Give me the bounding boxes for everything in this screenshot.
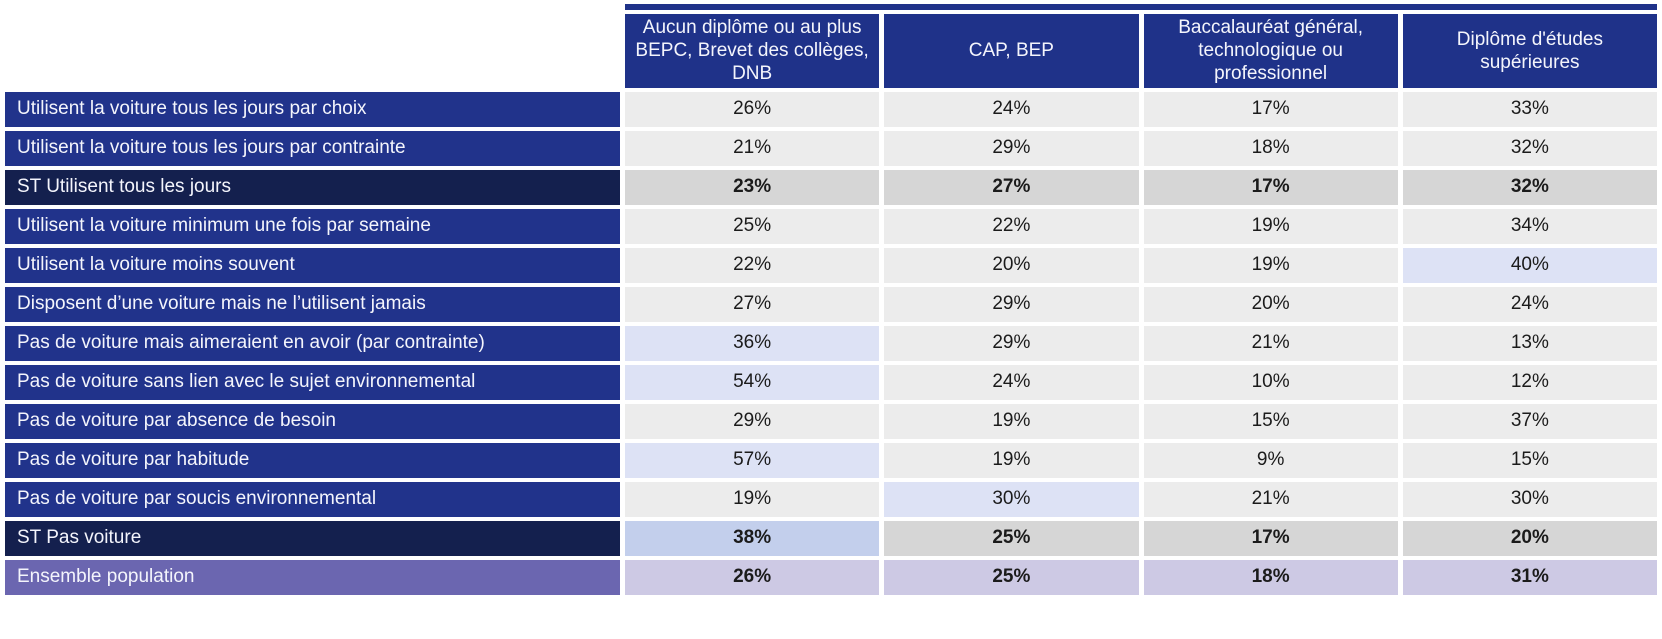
value-cell: 24% — [884, 91, 1139, 127]
value-cell: 21% — [1143, 481, 1398, 517]
value-cell: 29% — [625, 403, 880, 439]
value-cell: 31% — [1402, 559, 1657, 595]
value-cell: 19% — [884, 403, 1139, 439]
value-cell: 20% — [1143, 286, 1398, 322]
value-cell: 29% — [884, 325, 1139, 361]
table-top-border-row — [5, 4, 1657, 10]
table-row: Utilisent la voiture tous les jours par … — [5, 130, 1657, 166]
table-top-border — [625, 4, 1657, 10]
value-cell: 27% — [625, 286, 880, 322]
value-cell: 18% — [1143, 559, 1398, 595]
value-cell: 22% — [625, 247, 880, 283]
value-cell: 10% — [1143, 364, 1398, 400]
value-cell: 40% — [1402, 247, 1657, 283]
row-label: Pas de voiture mais aimeraient en avoir … — [5, 325, 620, 361]
value-cell: 30% — [884, 481, 1139, 517]
value-cell: 29% — [884, 130, 1139, 166]
value-cell: 37% — [1402, 403, 1657, 439]
row-label: Utilisent la voiture minimum une fois pa… — [5, 208, 620, 244]
table-row: Pas de voiture par habitude 57% 19% 9% 15% — [5, 442, 1657, 478]
value-cell: 32% — [1402, 169, 1657, 205]
value-cell: 26% — [625, 559, 880, 595]
table-row: ST Utilisent tous les jours 23% 27% 17% 32% — [5, 169, 1657, 205]
value-cell: 20% — [884, 247, 1139, 283]
value-cell: 38% — [625, 520, 880, 556]
value-cell: 33% — [1402, 91, 1657, 127]
table-row: ST Pas voiture 38% 25% 17% 20% — [5, 520, 1657, 556]
row-label: Pas de voiture par habitude — [5, 442, 620, 478]
value-cell: 19% — [1143, 208, 1398, 244]
table-header: Aucun diplôme ou au plus BEPC, Brevet de… — [5, 4, 1657, 88]
value-cell: 17% — [1143, 91, 1398, 127]
value-cell: 21% — [625, 130, 880, 166]
value-cell: 25% — [884, 520, 1139, 556]
value-cell: 21% — [1143, 325, 1398, 361]
value-cell: 34% — [1402, 208, 1657, 244]
survey-table: Aucun diplôme ou au plus BEPC, Brevet de… — [5, 4, 1657, 595]
value-cell: 29% — [884, 286, 1139, 322]
corner-spacer — [5, 14, 620, 88]
row-label: Pas de voiture par absence de besoin — [5, 403, 620, 439]
value-cell: 22% — [884, 208, 1139, 244]
row-label: Utilisent la voiture tous les jours par … — [5, 130, 620, 166]
value-cell: 30% — [1402, 481, 1657, 517]
topbar-spacer — [5, 4, 620, 10]
value-cell: 32% — [1402, 130, 1657, 166]
column-header: Aucun diplôme ou au plus BEPC, Brevet de… — [625, 14, 880, 88]
row-label: ST Pas voiture — [5, 520, 620, 556]
value-cell: 17% — [1143, 169, 1398, 205]
value-cell: 9% — [1143, 442, 1398, 478]
value-cell: 17% — [1143, 520, 1398, 556]
table-row: Pas de voiture par absence de besoin 29% 1… — [5, 403, 1657, 439]
value-cell: 26% — [625, 91, 880, 127]
value-cell: 23% — [625, 169, 880, 205]
table-row: Utilisent la voiture tous les jours par … — [5, 91, 1657, 127]
value-cell: 15% — [1402, 442, 1657, 478]
column-header-row: Aucun diplôme ou au plus BEPC, Brevet de… — [5, 14, 1657, 88]
table-row: Ensemble population 26% 25% 18% 31% — [5, 559, 1657, 595]
table-body: Utilisent la voiture tous les jours par … — [5, 91, 1657, 595]
row-label: Pas de voiture par soucis environnementa… — [5, 481, 620, 517]
value-cell: 15% — [1143, 403, 1398, 439]
row-label: Utilisent la voiture tous les jours par … — [5, 91, 620, 127]
value-cell: 12% — [1402, 364, 1657, 400]
table-row: Disposent d’une voiture mais ne l’utilis… — [5, 286, 1657, 322]
value-cell: 36% — [625, 325, 880, 361]
value-cell: 54% — [625, 364, 880, 400]
value-cell: 24% — [1402, 286, 1657, 322]
value-cell: 25% — [625, 208, 880, 244]
value-cell: 27% — [884, 169, 1139, 205]
table-row: Pas de voiture par soucis environnementa… — [5, 481, 1657, 517]
row-label: Ensemble population — [5, 559, 620, 595]
value-cell: 57% — [625, 442, 880, 478]
row-label: ST Utilisent tous les jours — [5, 169, 620, 205]
table-row: Utilisent la voiture moins souvent 22% 20%… — [5, 247, 1657, 283]
value-cell: 25% — [884, 559, 1139, 595]
row-label: Utilisent la voiture moins souvent — [5, 247, 620, 283]
value-cell: 24% — [884, 364, 1139, 400]
value-cell: 13% — [1402, 325, 1657, 361]
value-cell: 19% — [884, 442, 1139, 478]
value-cell: 20% — [1402, 520, 1657, 556]
table-row: Utilisent la voiture minimum une fois pa… — [5, 208, 1657, 244]
value-cell: 19% — [1143, 247, 1398, 283]
row-label: Disposent d’une voiture mais ne l’utilis… — [5, 286, 620, 322]
table-row: Pas de voiture mais aimeraient en avoir … — [5, 325, 1657, 361]
value-cell: 18% — [1143, 130, 1398, 166]
column-header: Baccalauréat général, technologique ou p… — [1143, 14, 1398, 88]
row-label: Pas de voiture sans lien avec le sujet e… — [5, 364, 620, 400]
value-cell: 19% — [625, 481, 880, 517]
column-header: Diplôme d'études supérieures — [1402, 14, 1657, 88]
table-row: Pas de voiture sans lien avec le sujet e… — [5, 364, 1657, 400]
column-header: CAP, BEP — [884, 14, 1139, 88]
